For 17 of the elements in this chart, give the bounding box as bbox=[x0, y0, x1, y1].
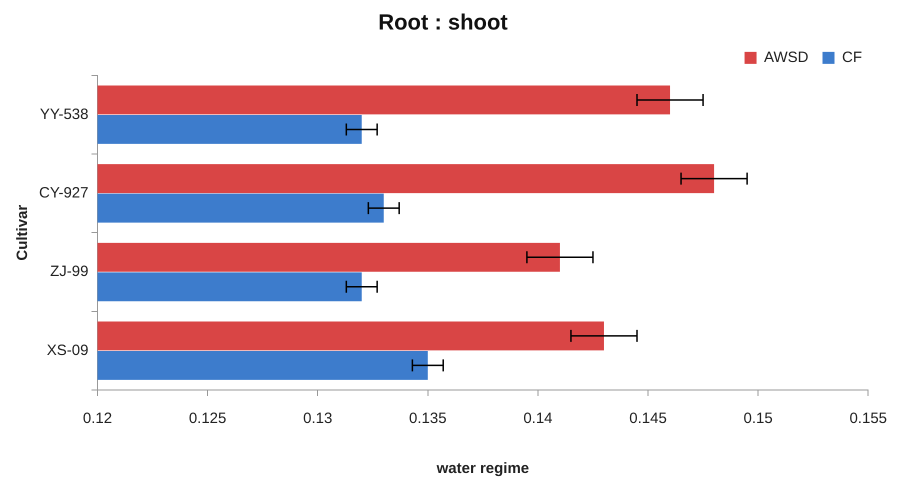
x-tick-label: 0.15 bbox=[744, 410, 773, 428]
legend-label: AWSD bbox=[764, 49, 809, 66]
x-tick-label: 0.135 bbox=[409, 410, 447, 428]
x-tick-label: 0.12 bbox=[82, 410, 112, 428]
y-axis-title: Cultivar bbox=[14, 204, 32, 261]
x-axis-title: water regime bbox=[436, 460, 530, 478]
x-tick-label: 0.145 bbox=[629, 410, 667, 428]
x-tick-label: 0.125 bbox=[188, 410, 226, 428]
x-tick-label: 0.14 bbox=[523, 410, 553, 428]
y-tick-label: XS-09 bbox=[46, 342, 88, 359]
y-tick-label: CY-927 bbox=[39, 184, 88, 202]
x-tick-label: 0.13 bbox=[303, 410, 332, 428]
x-tick-label: 0.155 bbox=[849, 410, 888, 428]
chart-title: Root : shoot bbox=[378, 9, 508, 34]
y-tick-label: YY-538 bbox=[40, 106, 88, 123]
legend-label: CF bbox=[842, 49, 862, 66]
y-tick-label: ZJ-99 bbox=[50, 263, 88, 280]
